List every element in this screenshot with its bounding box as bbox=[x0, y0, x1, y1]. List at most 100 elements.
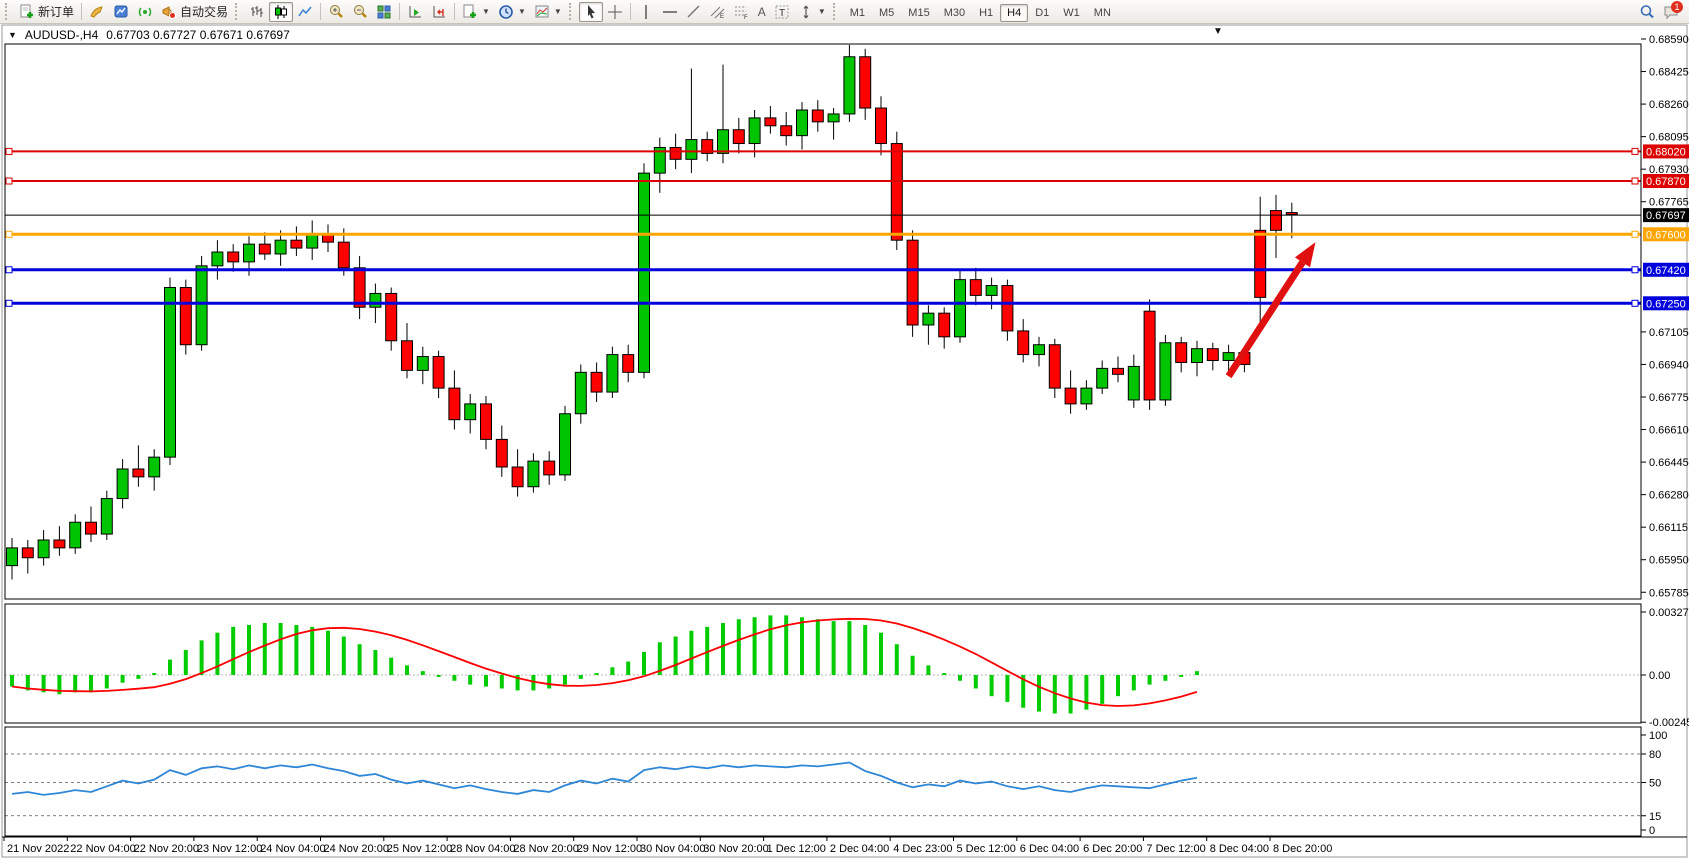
notification-badge: 1 bbox=[1671, 0, 1683, 13]
svg-text:0.67600: 0.67600 bbox=[1646, 229, 1686, 241]
fibonacci-tool-button[interactable]: F bbox=[730, 2, 754, 22]
time-tick-label: 24 Nov 04:00 bbox=[260, 843, 325, 855]
vertical-line-tool-button[interactable] bbox=[634, 2, 658, 22]
line-chart-icon bbox=[297, 4, 313, 20]
auto-trading-label: 自动交易 bbox=[180, 5, 229, 19]
timeframe-W1[interactable]: W1 bbox=[1063, 6, 1080, 19]
line-handle[interactable] bbox=[1631, 177, 1639, 185]
timeframe-M1[interactable]: M1 bbox=[849, 6, 866, 19]
chart-canvas[interactable]: 0.68590 0.68425 0.68260 0.68095 0.67930 0.677… bbox=[0, 24, 1689, 860]
line-handle[interactable] bbox=[5, 147, 13, 155]
rsi-series bbox=[11, 761, 1198, 796]
candlestick-mode-button[interactable] bbox=[269, 1, 294, 22]
zoom-in-icon bbox=[328, 4, 344, 20]
line-handle[interactable] bbox=[1631, 266, 1639, 274]
macd-tick-label: -0.002453 bbox=[1649, 717, 1689, 729]
price-tick-label: 0.68095 bbox=[1649, 132, 1689, 144]
timeframe-M30[interactable]: M30 bbox=[943, 6, 966, 19]
chart-shift-button[interactable] bbox=[427, 2, 451, 22]
trendline-tool-button[interactable] bbox=[682, 2, 706, 22]
svg-text:0.67870: 0.67870 bbox=[1646, 176, 1686, 188]
time-tick-label: 29 Nov 12:00 bbox=[577, 843, 642, 855]
line-handle[interactable] bbox=[5, 230, 13, 238]
line-handle[interactable] bbox=[5, 299, 13, 307]
new-order-button[interactable]: 新订单 bbox=[15, 2, 78, 22]
timeframe-H4[interactable]: H4 bbox=[1000, 3, 1029, 22]
text-a-icon: A bbox=[757, 4, 766, 19]
signals-button[interactable] bbox=[133, 2, 157, 22]
panel-splitter[interactable] bbox=[0, 722, 1689, 727]
rsi-tick-label: 80 bbox=[1649, 749, 1661, 761]
line-handle[interactable] bbox=[1631, 230, 1639, 238]
toolbar-grip bbox=[235, 3, 242, 20]
time-tick-label: 25 Nov 12:00 bbox=[387, 843, 452, 855]
price-axis[interactable]: 0.68590 0.68425 0.68260 0.68095 0.67930 0.677… bbox=[1641, 34, 1689, 837]
horizontal-line-tool-button[interactable] bbox=[658, 2, 682, 22]
main-chart-area[interactable] bbox=[5, 44, 1641, 599]
timeframe-M15[interactable]: M15 bbox=[908, 6, 930, 19]
gold-arrow-icon bbox=[89, 4, 105, 20]
svg-text:T: T bbox=[779, 8, 785, 19]
bar-chart-mode-button[interactable] bbox=[245, 2, 269, 22]
line-handle[interactable] bbox=[1631, 147, 1639, 155]
chevron-down-icon: ▼ bbox=[817, 7, 826, 16]
hline-price-label: 0.67250 bbox=[1643, 296, 1689, 311]
line-chart-mode-button[interactable] bbox=[293, 2, 317, 22]
arrows-tool-button[interactable]: ▼ bbox=[794, 2, 830, 22]
symbol-dropdown-icon[interactable]: ▼ bbox=[8, 30, 17, 40]
notifications-button[interactable]: 1 bbox=[1659, 0, 1683, 22]
rsi-panel[interactable] bbox=[5, 727, 1641, 836]
trendline-icon bbox=[686, 4, 702, 20]
text-label-icon: T bbox=[774, 4, 790, 20]
chat-bubble-icon: 1 bbox=[1663, 0, 1683, 20]
line-handle[interactable] bbox=[5, 177, 13, 185]
macd-tick-label: 0.00 bbox=[1649, 670, 1670, 682]
chevron-down-icon: ▼ bbox=[553, 7, 562, 16]
timeframe-D1[interactable]: D1 bbox=[1035, 6, 1050, 19]
auto-trading-button[interactable]: 自动交易 bbox=[157, 2, 232, 22]
time-tick-label: 6 Dec 04:00 bbox=[1020, 843, 1079, 855]
new-order-icon bbox=[19, 4, 35, 20]
hline-price-label: 0.67600 bbox=[1643, 227, 1689, 242]
separator bbox=[454, 3, 456, 20]
timeframe-MN[interactable]: MN bbox=[1093, 6, 1111, 19]
timeframe-H1[interactable]: H1 bbox=[979, 6, 994, 19]
new-chart-button[interactable]: ▼ bbox=[458, 2, 494, 22]
time-tick-label: 30 Nov 20:00 bbox=[703, 843, 768, 855]
line-handle[interactable] bbox=[5, 266, 13, 274]
hline-price-label: 0.67420 bbox=[1643, 262, 1689, 277]
candlestick-series bbox=[6, 44, 1298, 580]
auto-scroll-button[interactable] bbox=[403, 2, 427, 22]
timeframe-M5[interactable]: M5 bbox=[879, 6, 895, 19]
price-tick-label: 0.67105 bbox=[1649, 327, 1689, 339]
svg-text:0.67420: 0.67420 bbox=[1646, 265, 1686, 277]
channel-tool-button[interactable]: E bbox=[706, 2, 730, 22]
chart-expand-arrow-icon[interactable]: ▼ bbox=[1213, 26, 1223, 37]
zoom-in-button[interactable] bbox=[324, 2, 348, 22]
indicator-gridlines bbox=[5, 674, 1641, 817]
market-watch-button[interactable] bbox=[85, 2, 109, 22]
crosshair-button[interactable] bbox=[603, 2, 627, 22]
auto-scroll-icon bbox=[407, 4, 423, 20]
time-tick-label: 21 Nov 2022 bbox=[7, 843, 69, 855]
tile-windows-button[interactable] bbox=[372, 2, 396, 22]
templates-button[interactable]: ▼ bbox=[530, 2, 566, 22]
time-tick-label: 28 Nov 04:00 bbox=[450, 843, 515, 855]
line-handle[interactable] bbox=[1631, 299, 1639, 307]
text-label-tool-button[interactable]: T bbox=[770, 2, 794, 22]
price-tick-label: 0.66940 bbox=[1649, 359, 1689, 371]
periods-button[interactable]: ▼ bbox=[494, 2, 530, 22]
search-button[interactable] bbox=[1635, 2, 1659, 22]
cursor-button[interactable] bbox=[578, 1, 603, 22]
svg-text:0.67697: 0.67697 bbox=[1646, 210, 1686, 222]
svg-text:0.67250: 0.67250 bbox=[1646, 298, 1686, 310]
panel-splitter[interactable] bbox=[0, 598, 1689, 603]
strategy-tester-button[interactable] bbox=[109, 2, 133, 22]
text-tool-button[interactable]: A bbox=[754, 2, 770, 22]
zoom-out-button[interactable] bbox=[348, 2, 372, 22]
trend-arrow[interactable] bbox=[1225, 242, 1316, 379]
macd-panel[interactable] bbox=[5, 604, 1641, 723]
rsi-tick-label: 0 bbox=[1649, 825, 1655, 837]
chevron-down-icon: ▼ bbox=[517, 7, 526, 16]
